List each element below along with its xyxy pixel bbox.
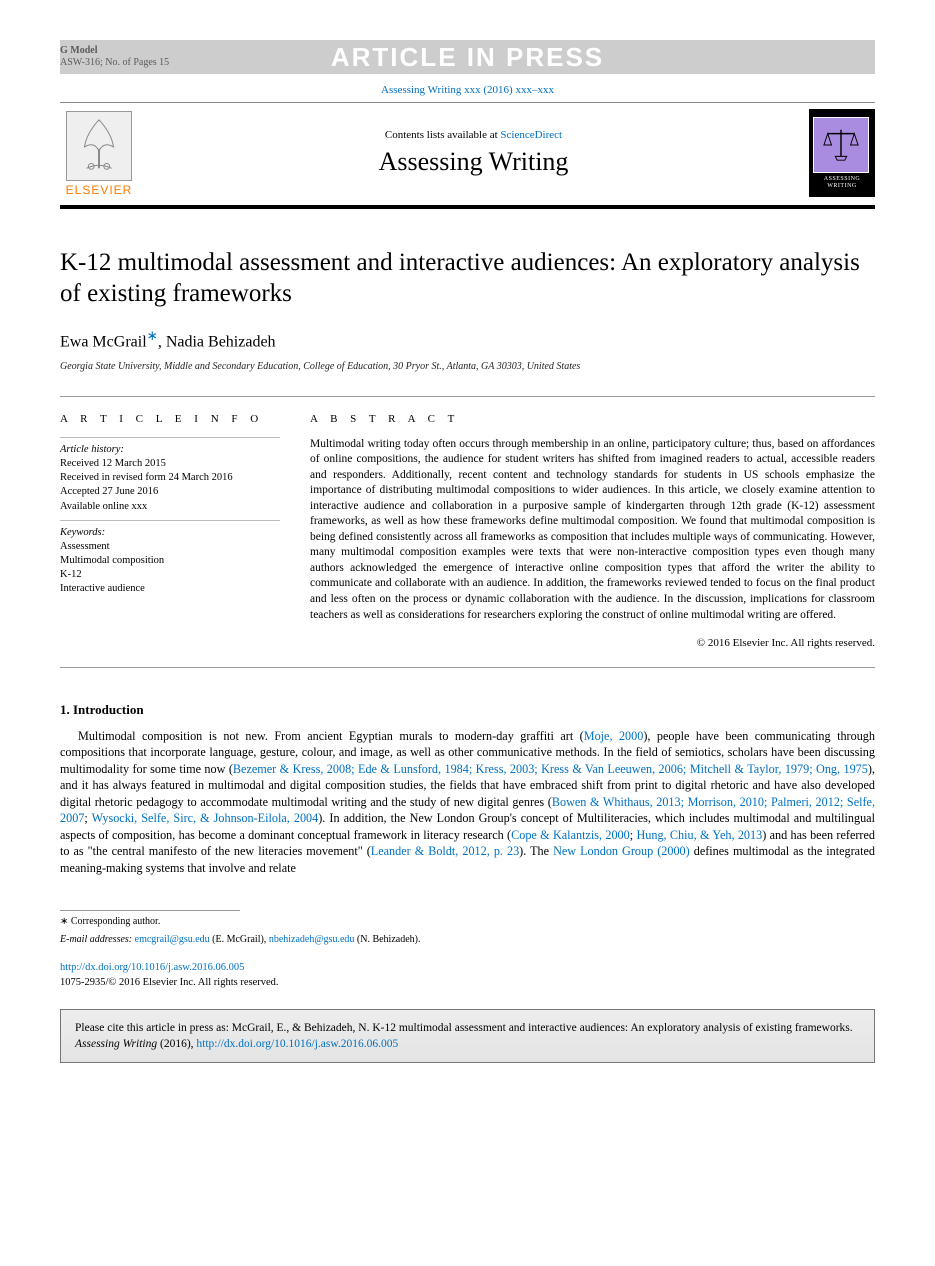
cite-moje-2000[interactable]: Moje, 2000 <box>584 729 644 743</box>
contents-available-line: Contents lists available at ScienceDirec… <box>148 129 799 141</box>
history-revised: Received in revised form 24 March 2016 <box>60 471 280 485</box>
cite-bezemer-kress-etc[interactable]: Bezemer & Kress, 2008; Ede & Lunsford, 1… <box>233 762 868 776</box>
cite-box-journal: Assessing Writing <box>75 1038 157 1050</box>
email-footnote: E-mail addresses: emcgrail@gsu.edu (E. M… <box>60 933 875 947</box>
g-model-label: G Model <box>60 45 169 58</box>
email-label: E-mail addresses: <box>60 934 135 945</box>
top-press-banner: G Model ASW-316; No. of Pages 15 ARTICLE… <box>60 40 875 74</box>
intro-seg-1: Multimodal composition is not new. From … <box>78 729 584 743</box>
doi-block: http://dx.doi.org/10.1016/j.asw.2016.06.… <box>60 961 875 990</box>
author-separator: , <box>158 333 166 350</box>
elsevier-logo: ELSEVIER <box>60 109 138 197</box>
abstract-column: A B S T R A C T Multimodal writing today… <box>310 396 875 649</box>
history-received: Received 12 March 2015 <box>60 457 280 471</box>
article-info-heading: A R T I C L E I N F O <box>60 413 280 425</box>
cover-title-text: ASSESSING WRITING <box>813 176 871 189</box>
issn-copyright-line: 1075-2935/© 2016 Elsevier Inc. All right… <box>60 977 279 988</box>
doi-link[interactable]: http://dx.doi.org/10.1016/j.asw.2016.06.… <box>60 962 244 973</box>
sciencedirect-link[interactable]: ScienceDirect <box>500 129 562 141</box>
email-behizadeh-link[interactable]: nbehizadeh@gsu.edu <box>269 934 355 945</box>
abstract-text: Multimodal writing today often occurs th… <box>310 437 875 623</box>
author-list: Ewa McGrail∗, Nadia Behizadeh <box>60 328 875 351</box>
abstract-heading: A B S T R A C T <box>310 413 875 425</box>
author-name-1: Ewa McGrail <box>60 333 147 350</box>
contents-pre-text: Contents lists available at <box>385 129 500 141</box>
section-1-heading: 1. Introduction <box>60 702 875 718</box>
cite-wysocki-etc[interactable]: Wysocki, Selfe, Sirc, & Johnson-Eilola, … <box>92 811 319 825</box>
article-title: K-12 multimodal assessment and interacti… <box>60 247 875 310</box>
journal-title: Assessing Writing <box>148 147 799 177</box>
article-info-column: A R T I C L E I N F O Article history: R… <box>60 396 280 649</box>
model-id-block: G Model ASW-316; No. of Pages 15 <box>60 45 169 70</box>
article-in-press-banner: ARTICLE IN PRESS <box>60 42 875 73</box>
email-behizadeh-name: (N. Behizadeh). <box>354 934 420 945</box>
article-history-header: Article history: <box>60 443 280 457</box>
keyword-4: Interactive audience <box>60 582 280 596</box>
history-accepted: Accepted 27 June 2016 <box>60 485 280 499</box>
cover-scale-icon <box>813 117 869 173</box>
keyword-3: K-12 <box>60 568 280 582</box>
cite-box-text: Please cite this article in press as: Mc… <box>75 1022 853 1034</box>
corresponding-author-footnote: ∗ Corresponding author. <box>60 915 875 929</box>
header-citation-link[interactable]: Assessing Writing xxx (2016) xxx–xxx <box>381 84 554 96</box>
journal-cover-thumb: ASSESSING WRITING <box>809 109 875 197</box>
author-name-2: Nadia Behizadeh <box>166 333 276 350</box>
elsevier-wordmark: ELSEVIER <box>66 183 133 197</box>
keyword-2: Multimodal composition <box>60 554 280 568</box>
intro-seg-6: ). The <box>519 844 553 858</box>
keywords-header: Keywords: <box>60 526 280 540</box>
keyword-1: Assessment <box>60 540 280 554</box>
intro-sep-1: ; <box>84 811 91 825</box>
cite-box-doi-link[interactable]: http://dx.doi.org/10.1016/j.asw.2016.06.… <box>196 1038 398 1050</box>
citation-box: Please cite this article in press as: Mc… <box>60 1009 875 1063</box>
cite-hung-etc[interactable]: Hung, Chiu, & Yeh, 2013 <box>636 828 762 842</box>
elsevier-tree-icon <box>66 111 132 181</box>
abstract-copyright: © 2016 Elsevier Inc. All rights reserved… <box>310 637 875 649</box>
cite-leander-boldt[interactable]: Leander & Boldt, 2012, p. 23 <box>371 844 519 858</box>
email-mcgrail-name: (E. McGrail), <box>210 934 269 945</box>
cite-cope-kalantzis[interactable]: Cope & Kalantzis, 2000 <box>511 828 630 842</box>
intro-paragraph: Multimodal composition is not new. From … <box>60 728 875 876</box>
journal-header-block: ELSEVIER Contents lists available at Sci… <box>60 102 875 209</box>
cite-new-london-group[interactable]: New London Group (2000) <box>553 844 690 858</box>
email-mcgrail-link[interactable]: emcgrail@gsu.edu <box>135 934 210 945</box>
corresponding-author-mark[interactable]: ∗ <box>147 328 158 343</box>
asw-pages-label: ASW-316; No. of Pages 15 <box>60 57 169 70</box>
affiliation-line: Georgia State University, Middle and Sec… <box>60 361 875 372</box>
cite-box-year: (2016), <box>157 1038 196 1050</box>
history-available-online: Available online xxx <box>60 500 280 514</box>
